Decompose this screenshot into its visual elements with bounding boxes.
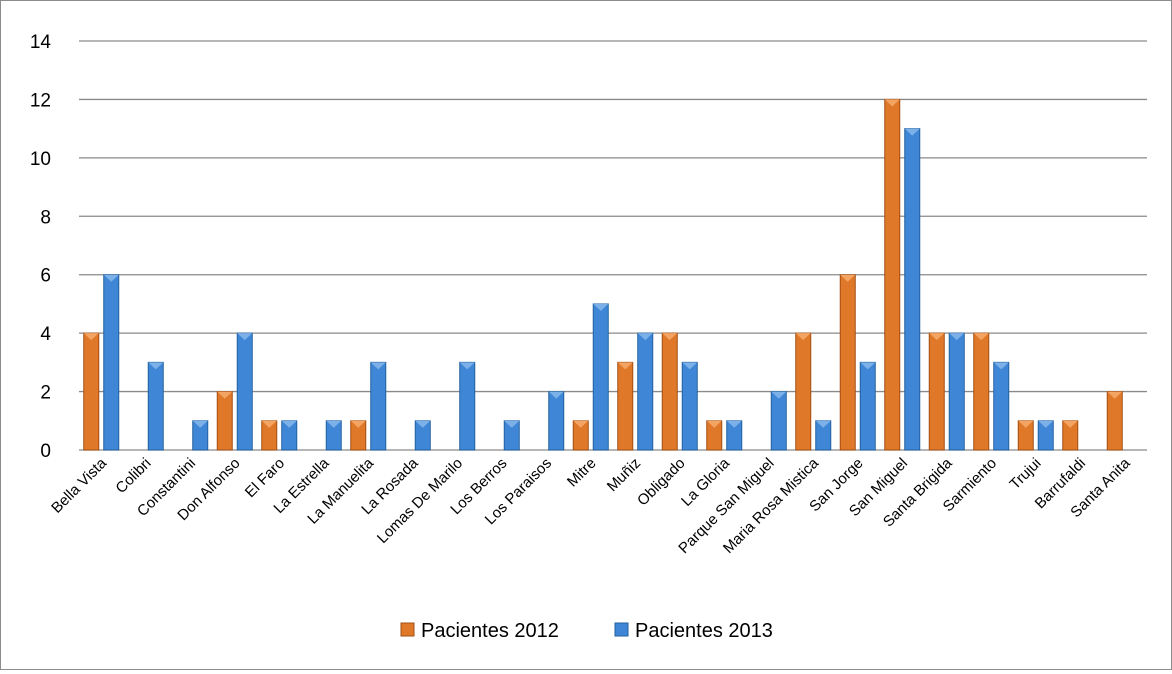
bar-2012 xyxy=(973,332,990,451)
bar-2013 xyxy=(726,420,743,451)
bar-2013 xyxy=(414,420,431,451)
bar-2013 xyxy=(236,332,253,451)
bar-2013 xyxy=(103,274,120,451)
bar-2012 xyxy=(350,420,367,451)
bar-2013 xyxy=(993,361,1010,451)
gridlines xyxy=(79,40,1147,451)
bar-2012 xyxy=(1017,420,1034,451)
bar-2013 xyxy=(1037,420,1054,451)
legend-item: Pacientes 2012 xyxy=(400,620,559,642)
bar-2012 xyxy=(216,391,233,451)
bar-2013 xyxy=(325,420,342,451)
legend-label: Pacientes 2013 xyxy=(635,620,773,642)
y-tick-label: 12 xyxy=(30,90,51,111)
legend: Pacientes 2012 Pacientes 2013 xyxy=(400,620,773,642)
bar-2013 xyxy=(281,420,298,451)
bar-2013 xyxy=(948,332,965,451)
bar-2012 xyxy=(1062,420,1079,451)
legend-swatch xyxy=(614,622,629,637)
legend-swatch xyxy=(400,622,415,637)
bars xyxy=(83,98,1123,451)
bar-2013 xyxy=(637,332,654,451)
bar-2012 xyxy=(661,332,678,451)
y-tick-label: 14 xyxy=(30,32,52,53)
bar-2012 xyxy=(795,332,812,451)
x-tick-label: Mitre xyxy=(564,455,600,491)
bar-2012 xyxy=(706,420,723,451)
y-tick-label: 6 xyxy=(40,266,51,287)
legend-label: Pacientes 2012 xyxy=(421,620,559,642)
y-axis-ticks: 0 2 4 6 8 10 12 14 xyxy=(30,32,52,462)
bar-2012 xyxy=(261,420,278,451)
y-tick-label: 8 xyxy=(40,207,51,228)
bar-2013 xyxy=(592,303,609,451)
bar-2013 xyxy=(681,361,698,451)
bar-2013 xyxy=(192,420,209,451)
x-tick-label: Bella Vista xyxy=(48,454,110,516)
bar-2013 xyxy=(370,361,387,451)
bar-2012 xyxy=(839,274,856,451)
bar-2013 xyxy=(815,420,832,451)
bar-2013 xyxy=(503,420,520,451)
x-tick-label: Colibri xyxy=(112,455,154,497)
bar-2013 xyxy=(770,391,787,451)
bar-2013 xyxy=(904,128,921,451)
bar-2013 xyxy=(147,361,164,451)
x-tick-label: Muñiz xyxy=(604,455,644,495)
bar-2012 xyxy=(572,420,589,451)
y-tick-label: 0 xyxy=(40,441,51,462)
bar-2012 xyxy=(617,361,634,451)
y-tick-label: 2 xyxy=(40,383,51,404)
bar-2012 xyxy=(83,332,100,451)
legend-item: Pacientes 2013 xyxy=(614,620,773,642)
bar-2013 xyxy=(859,361,876,451)
bar-2012 xyxy=(884,98,901,451)
y-tick-label: 4 xyxy=(40,324,51,345)
bar-2013 xyxy=(548,391,565,451)
bar-2012 xyxy=(928,332,945,451)
bar-2013 xyxy=(459,361,476,451)
y-tick-label: 10 xyxy=(30,149,51,170)
bar-2012 xyxy=(1106,391,1123,451)
x-tick-label: Trujui xyxy=(1006,455,1044,493)
